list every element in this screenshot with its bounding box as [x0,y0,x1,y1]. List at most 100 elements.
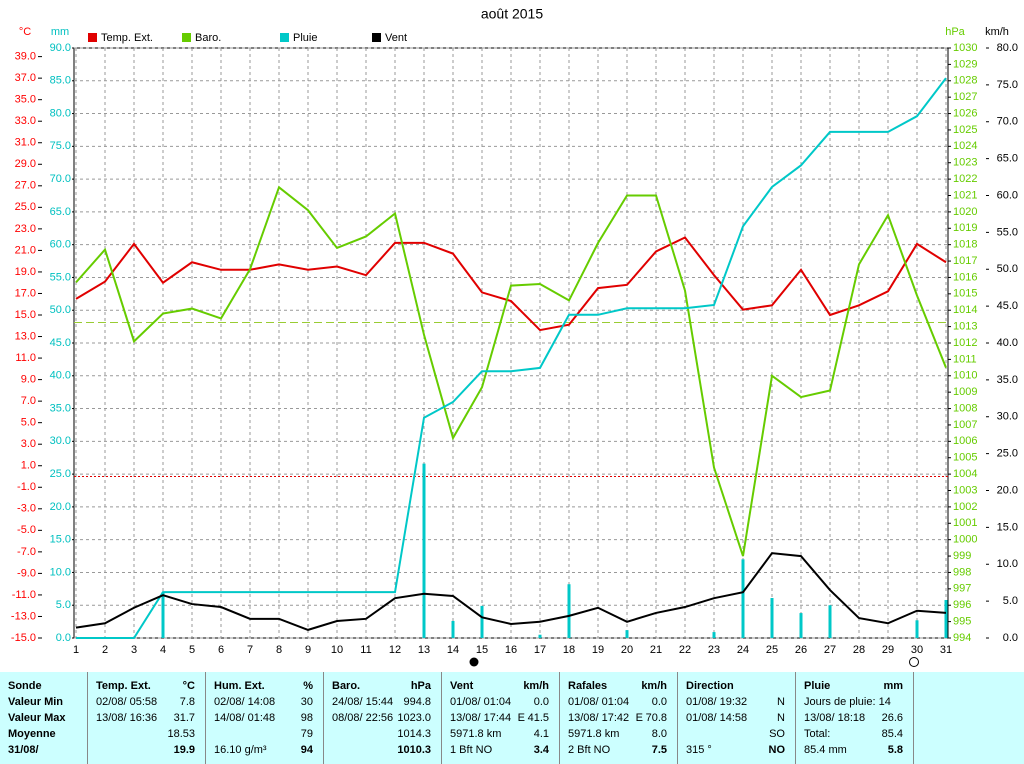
table-cell: km/h [641,680,667,692]
tick-label: 60.0 [997,189,1018,201]
tick-label: 5.0 [56,599,71,611]
tick-label: 50.0 [997,263,1018,275]
tick-label: 1022 [953,173,977,185]
tick-label: -3.0 [17,503,36,515]
x-tick-label: 7 [247,644,253,656]
table-cell: 3.4 [533,744,549,756]
tick-label: 75.0 [997,79,1018,91]
tick-label: 40.0 [50,370,71,382]
table-cell: 19.9 [173,744,195,756]
tick-label: 1006 [953,435,977,447]
table-cell: 5971.8 km [450,728,502,740]
table-cell: 85.4 [881,728,903,740]
table-cell: 02/08/ 05:58 [96,696,158,708]
rain-bar [625,630,629,638]
tick-label: 1017 [953,255,977,267]
x-tick-label: 18 [563,644,575,656]
table-cell: 98 [300,712,313,724]
tick-label: 5.0 [1003,595,1018,607]
rain-bar [741,559,745,638]
legend-swatch [372,33,381,42]
table-cell: SO [769,728,785,740]
table-cell: NO [768,744,786,756]
table-cell: Sonde [8,680,42,692]
x-tick-label: 17 [534,644,546,656]
table-cell: 94 [300,744,313,756]
tick-label: 1000 [953,534,977,546]
x-tick-label: 29 [882,644,894,656]
table-cell: 1010.3 [397,744,431,756]
tick-label: 55.0 [997,226,1018,238]
table-cell: 01/08/ 01:04 [450,696,512,708]
table-cell: 02/08/ 14:08 [214,696,276,708]
table-cell: Direction [686,680,734,692]
x-tick-label: 22 [679,644,691,656]
tick-label: 1015 [953,288,977,300]
tick-label: 55.0 [50,271,71,283]
x-tick-label: 9 [305,644,311,656]
tick-label: 10.0 [50,566,71,578]
tick-label: 65.0 [997,153,1018,165]
table-cell: 31.7 [173,712,195,724]
rain-bar [480,605,484,638]
table-cell: 13/08/ 18:18 [804,712,866,724]
summary-table: Sonde Valeur Min Valeur Max Moyenne 31/08/Te… [0,672,1024,764]
tick-label: 17.0 [15,287,36,299]
tick-label: 1028 [953,75,977,87]
tick-label: 1009 [953,386,977,398]
tick-label: 10.0 [997,558,1018,570]
tick-label: 1013 [953,321,977,333]
x-tick-label: 20 [621,644,633,656]
table-cell: E [517,712,525,724]
legend-label: Vent [385,32,407,44]
tick-label: 994 [953,632,971,644]
tick-label: 25.0 [50,468,71,480]
x-tick-label: 27 [824,644,836,656]
tick-label: 35.0 [997,374,1018,386]
table-cell: 01/08/ 14:58 [686,712,748,724]
tick-label: 25.0 [997,448,1018,460]
axis-unit-label: °C [19,26,31,38]
tick-label: -1.0 [17,481,36,493]
tick-label: 85.0 [50,75,71,87]
table-cell: 08/08/ 22:56 [332,712,394,724]
table-cell: 13/08/ 16:36 [96,712,158,724]
tick-label: 20.0 [50,501,71,513]
x-tick-label: 25 [766,644,778,656]
x-tick-label: 31 [940,644,952,656]
tick-label: 997 [953,583,971,595]
table-cell: 1 Bft NO [450,744,493,756]
tick-label: 40.0 [997,337,1018,349]
x-tick-label: 24 [737,644,749,656]
x-tick-label: 26 [795,644,807,656]
new-moon-icon [469,657,479,667]
tick-label: 7.0 [21,395,36,407]
tick-label: 35.0 [15,94,36,106]
table-cell: 24/08/ 15:44 [332,696,394,708]
rain-bar [451,620,455,638]
axis-unit-label: km/h [985,26,1009,38]
tick-label: 1003 [953,484,977,496]
tick-label: 29.0 [15,158,36,170]
table-cell: 01/08/ 19:32 [686,696,748,708]
tick-label: 25.0 [15,201,36,213]
chart-title: août 2015 [481,6,543,22]
tick-label: -15.0 [11,632,36,644]
tick-label: 65.0 [50,206,71,218]
table-cell: °C [182,680,195,692]
table-cell: N [777,712,785,724]
legend-swatch [280,33,289,42]
tick-label: 80.0 [50,107,71,119]
tick-label: 1001 [953,517,977,529]
tick-label: 1023 [953,157,977,169]
table-cell: 5.8 [887,744,903,756]
tick-label: 3.0 [21,438,36,450]
tick-label: 19.0 [15,266,36,278]
tick-label: 33.0 [15,115,36,127]
tick-label: 27.0 [15,180,36,192]
table-cell: 85.4 mm [804,744,847,756]
x-tick-label: 14 [447,644,459,656]
tick-label: 37.0 [15,72,36,84]
table-cell: 7.8 [179,696,195,708]
series-line [75,185,947,557]
